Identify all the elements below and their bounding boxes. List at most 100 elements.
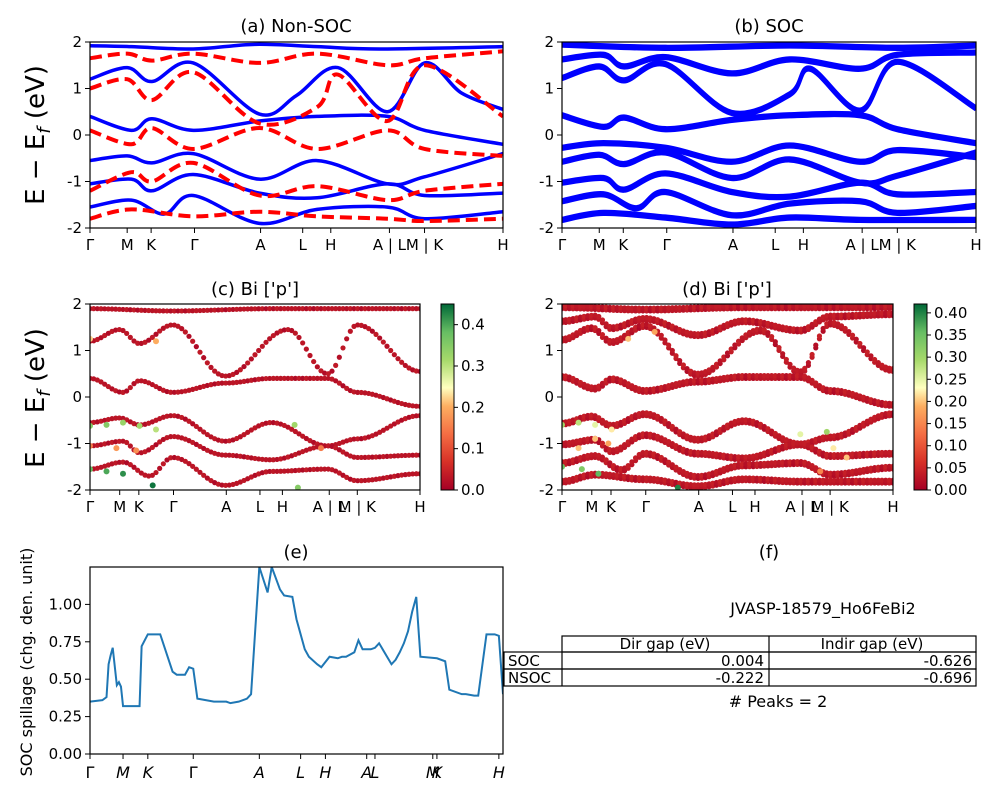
proj-dot-d	[680, 362, 686, 368]
proj-dot-d	[640, 431, 646, 437]
proj-dot-c	[149, 472, 155, 478]
proj-dot-c	[307, 352, 313, 359]
proj-dot-c	[395, 356, 401, 362]
proj-dot-c	[270, 306, 276, 312]
proj-dot-d	[746, 373, 753, 379]
panel-d-ytick: 2	[544, 295, 554, 313]
proj-dot-c	[311, 358, 317, 365]
proj-dot-d	[761, 475, 767, 482]
proj-dot-d	[669, 462, 675, 468]
proj-dot-c	[307, 306, 313, 312]
proj-dot-d	[883, 449, 889, 456]
panel-b-ytick: -1	[539, 173, 554, 191]
proj-dot-c	[267, 420, 273, 426]
proj-dot-c	[399, 359, 405, 365]
proj-dot-d	[783, 459, 789, 465]
proj-dot-c	[406, 452, 412, 458]
proj-highlight-d	[830, 445, 837, 452]
proj-highlight-d	[595, 470, 602, 477]
proj-dot-d	[864, 349, 870, 355]
proj-dot-d	[599, 331, 606, 338]
proj-highlight-d	[575, 419, 582, 426]
panel-d-xtick: L	[728, 498, 737, 516]
band-b-s0-b0	[562, 43, 976, 51]
proj-dot-d	[769, 476, 775, 482]
proj-dot-c	[146, 307, 152, 314]
proj-dot-d	[791, 373, 797, 379]
proj-dot-c	[325, 371, 331, 377]
proj-dot-c	[223, 452, 229, 458]
panel-c-xtick: M | K	[339, 498, 378, 516]
colorbar-c-bar	[440, 303, 455, 491]
proj-dot-c	[344, 336, 350, 342]
proj-dot-c	[127, 461, 133, 468]
proj-dot-d	[890, 477, 893, 483]
proj-dot-c	[201, 472, 207, 478]
proj-dot-c	[153, 469, 159, 476]
proj-dot-d	[875, 450, 881, 456]
proj-dot-c	[267, 457, 273, 463]
proj-dot-d	[849, 332, 856, 338]
spillage-line	[90, 567, 503, 708]
proj-dot-d	[816, 333, 823, 339]
proj-dot-d	[827, 477, 834, 483]
proj-dot-c	[417, 306, 420, 312]
band-b-split-3	[562, 110, 976, 143]
proj-dot-c	[377, 306, 383, 312]
proj-dot-c	[116, 306, 122, 312]
colorbar-d-tick: 0.00	[934, 481, 967, 499]
proj-dot-d	[607, 337, 613, 344]
proj-dot-d	[662, 337, 668, 343]
band-a-s0-b2	[90, 113, 503, 147]
proj-dot-c	[351, 436, 357, 442]
proj-dot-c	[410, 471, 416, 477]
proj-dot-c	[146, 447, 152, 453]
proj-highlight-c	[90, 442, 93, 449]
colorbar-d-tick: 0.35	[934, 326, 967, 344]
proj-dot-d	[735, 454, 742, 460]
proj-dot-d	[794, 477, 800, 483]
band-a-s1-b4	[90, 207, 503, 224]
proj-dot-c	[186, 461, 192, 467]
proj-dot-c	[109, 306, 115, 312]
proj-dot-c	[311, 306, 317, 312]
proj-dot-c	[124, 307, 130, 313]
panel-c-xtick: Γ	[169, 498, 178, 516]
proj-dot-d	[688, 304, 694, 310]
proj-highlight-c	[90, 335, 93, 342]
proj-highlight-d	[592, 435, 599, 442]
panel-c-xtick: M	[113, 498, 126, 516]
proj-highlight-c	[153, 426, 159, 433]
proj-dot-c	[366, 454, 372, 460]
proj-dot-d	[787, 477, 793, 483]
proj-dot-c	[219, 307, 225, 313]
panel-a-xtick: M	[121, 236, 134, 254]
proj-dot-c	[267, 468, 273, 475]
proj-dot-c	[127, 307, 133, 313]
band-b-split-2	[562, 58, 976, 114]
panel-b-xtick: A | L	[846, 236, 880, 254]
proj-dot-d	[599, 440, 606, 446]
proj-dot-c	[234, 306, 240, 312]
proj-dot-c	[168, 322, 174, 328]
proj-dot-c	[237, 306, 243, 312]
proj-dot-d	[853, 336, 859, 342]
proj-dot-d	[651, 305, 657, 311]
proj-dot-d	[640, 321, 646, 328]
proj-dot-c	[175, 308, 181, 314]
proj-dot-c	[193, 466, 199, 472]
proj-dot-c	[208, 307, 214, 313]
panel-f: JVASP-18579_Ho6FeBi2 Dir gap (eV) Indir …	[503, 599, 977, 711]
proj-dot-d	[835, 477, 841, 483]
proj-dot-c	[193, 344, 199, 350]
proj-dot-c	[102, 306, 108, 312]
panel-d-xtick: H	[749, 498, 760, 516]
proj-dot-d	[831, 477, 837, 483]
proj-dot-d	[872, 450, 878, 456]
proj-dot-d	[857, 340, 863, 347]
panel-e-ytick: 0.75	[49, 633, 82, 651]
proj-dot-c	[369, 306, 375, 312]
band-b-s0-b2	[562, 60, 976, 118]
